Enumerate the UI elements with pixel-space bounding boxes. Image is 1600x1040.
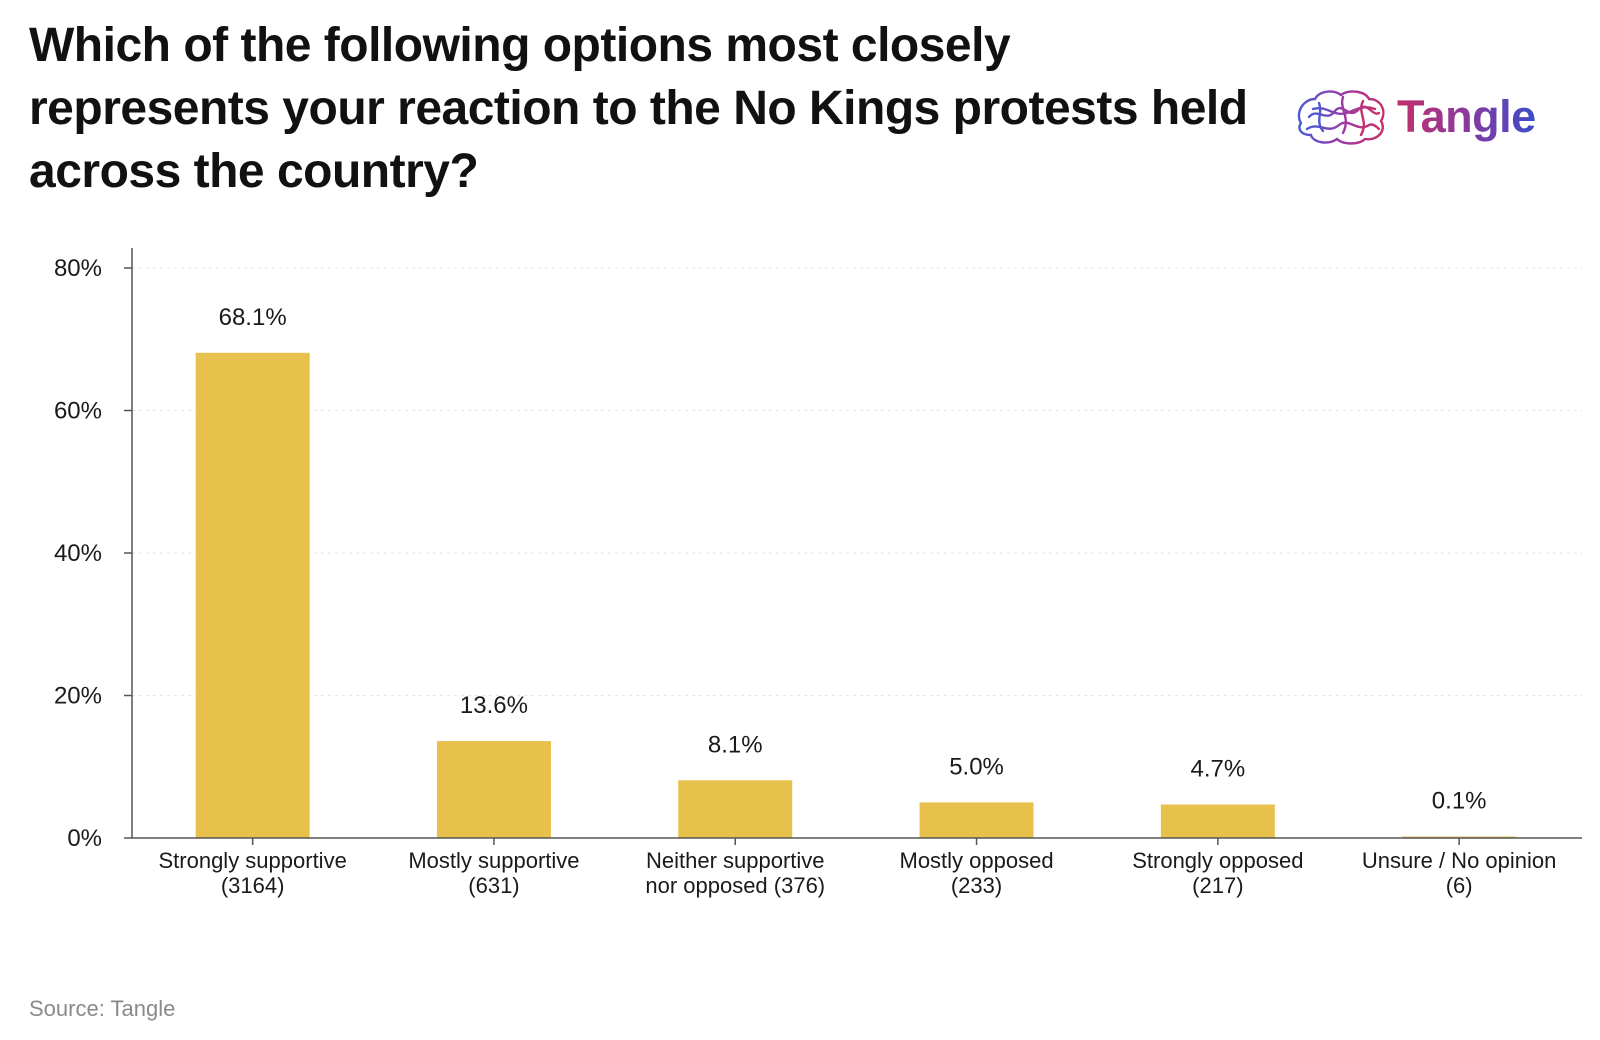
x-tick-label: Mostly opposed: [900, 848, 1054, 873]
bar-chart: 0% 20% 40% 60% 80% 68.1% Strongly supportive(3…: [54, 248, 1582, 898]
bar: [678, 780, 793, 838]
x-tick-label: (217): [1192, 873, 1243, 898]
brain-scribble-icon: [1297, 90, 1385, 145]
data-label: 8.1%: [708, 731, 763, 758]
x-tick-label: nor opposed (376): [645, 873, 825, 898]
x-tick-label: Neither supportive: [646, 848, 825, 873]
source-note: Source: Tangle: [29, 996, 176, 1021]
y-tick-label: 20%: [54, 683, 102, 710]
data-label: 4.7%: [1190, 756, 1245, 783]
data-label: 5.0%: [949, 753, 1004, 780]
y-tick-label: 60%: [54, 398, 102, 425]
bar: [1160, 804, 1275, 838]
y-tick-label: 80%: [54, 255, 102, 282]
x-tick-label: Strongly opposed: [1132, 848, 1303, 873]
chart-title: Which of the following options most clos…: [29, 19, 1248, 198]
brand-name: Tangle: [1397, 91, 1536, 142]
y-tick-label: 40%: [54, 540, 102, 567]
x-tick-label: Strongly supportive: [158, 848, 346, 873]
x-tick-label: (6): [1446, 873, 1473, 898]
bar: [919, 802, 1034, 838]
y-tick-label: 0%: [67, 825, 102, 852]
x-tick-label: Unsure / No opinion: [1362, 848, 1556, 873]
x-tick-label: Mostly supportive: [408, 848, 579, 873]
data-label: 0.1%: [1432, 788, 1487, 815]
x-tick-label: (233): [951, 873, 1002, 898]
x-tick-label: (631): [468, 873, 519, 898]
brand-logo: Tangle: [1293, 82, 1553, 152]
data-label: 68.1%: [219, 304, 287, 331]
x-tick-label: (3164): [221, 873, 285, 898]
bar: [436, 741, 551, 838]
data-label: 13.6%: [460, 692, 528, 719]
bar: [195, 352, 310, 838]
